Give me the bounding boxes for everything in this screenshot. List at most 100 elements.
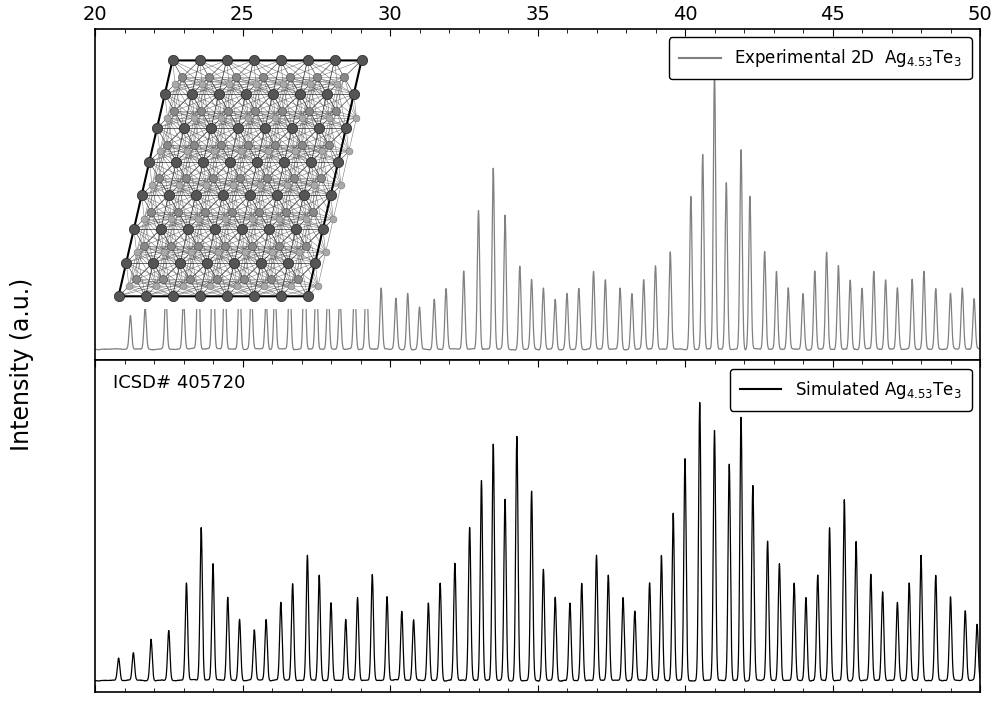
Point xyxy=(159,112,175,124)
Point xyxy=(186,139,202,151)
Point xyxy=(144,179,160,191)
Point xyxy=(193,105,209,116)
Point xyxy=(148,280,164,292)
Point xyxy=(171,179,187,191)
Point xyxy=(167,78,183,90)
Point xyxy=(184,88,200,100)
Point xyxy=(226,257,242,269)
Point xyxy=(298,240,314,252)
Point xyxy=(257,122,273,134)
Point xyxy=(217,213,233,225)
Point xyxy=(263,274,279,285)
Point xyxy=(170,206,186,218)
Point xyxy=(215,189,231,201)
Point xyxy=(240,112,256,124)
Point xyxy=(199,257,215,269)
Point xyxy=(253,257,269,269)
Point xyxy=(136,213,152,225)
Point xyxy=(278,206,294,218)
Point xyxy=(194,78,210,90)
Point xyxy=(201,71,217,83)
Point xyxy=(272,55,289,66)
Point xyxy=(179,146,195,157)
Point xyxy=(164,290,181,302)
Point xyxy=(311,122,327,134)
Legend: Simulated Ag$_{4.53}$Te$_3$: Simulated Ag$_{4.53}$Te$_3$ xyxy=(730,368,972,411)
Point xyxy=(272,290,289,302)
Point xyxy=(225,179,241,191)
Point xyxy=(294,139,310,151)
Point xyxy=(182,274,198,285)
Point xyxy=(218,55,234,66)
Point xyxy=(318,247,334,258)
Point xyxy=(111,290,126,302)
Point xyxy=(129,247,145,258)
Point xyxy=(230,122,246,134)
Point xyxy=(325,213,341,225)
Point xyxy=(161,189,177,201)
Point xyxy=(168,156,184,167)
Point xyxy=(157,88,173,100)
Point xyxy=(333,179,349,191)
Point xyxy=(126,223,142,234)
Point xyxy=(159,139,175,151)
Point xyxy=(192,55,208,66)
Point xyxy=(195,156,211,167)
Point xyxy=(246,290,262,302)
Point xyxy=(163,213,179,225)
Point xyxy=(348,112,364,124)
Point xyxy=(151,173,167,184)
Text: ICSD# 405720: ICSD# 405720 xyxy=(113,373,245,392)
Point xyxy=(183,247,199,258)
Point xyxy=(172,257,188,269)
Point xyxy=(206,146,222,157)
Point xyxy=(313,173,329,184)
Point xyxy=(319,88,335,100)
Point xyxy=(305,206,321,218)
Point xyxy=(303,156,319,167)
Point xyxy=(255,71,271,83)
Point xyxy=(218,290,234,302)
Point xyxy=(236,274,252,285)
Point xyxy=(294,112,310,124)
Point xyxy=(205,173,221,184)
Point xyxy=(256,280,272,292)
Point xyxy=(141,156,157,167)
Point xyxy=(244,240,260,252)
Point xyxy=(209,274,225,285)
Point xyxy=(246,55,262,66)
Point xyxy=(315,223,331,234)
Point xyxy=(217,240,233,252)
Point xyxy=(301,105,317,116)
Point xyxy=(247,105,263,116)
Point xyxy=(197,206,213,218)
Point xyxy=(300,55,316,66)
Point xyxy=(283,280,299,292)
Point xyxy=(251,206,267,218)
Point xyxy=(306,179,322,191)
Point xyxy=(213,139,229,151)
Point xyxy=(244,213,260,225)
Point xyxy=(287,146,303,157)
Point xyxy=(296,189,312,201)
Point xyxy=(326,55,342,66)
Point xyxy=(321,112,337,124)
Point xyxy=(292,88,308,100)
Point xyxy=(233,146,249,157)
Point xyxy=(134,189,150,201)
Point xyxy=(307,257,323,269)
Point xyxy=(248,78,264,90)
Point xyxy=(240,139,256,151)
Point xyxy=(271,213,287,225)
Point xyxy=(153,223,169,234)
Point xyxy=(220,105,236,116)
Point xyxy=(271,240,287,252)
Point xyxy=(156,247,172,258)
Point xyxy=(267,112,283,124)
Point xyxy=(164,55,181,66)
Point xyxy=(136,240,152,252)
Point xyxy=(288,223,304,234)
Point xyxy=(323,189,339,201)
Point xyxy=(149,122,165,134)
Point xyxy=(267,139,283,151)
